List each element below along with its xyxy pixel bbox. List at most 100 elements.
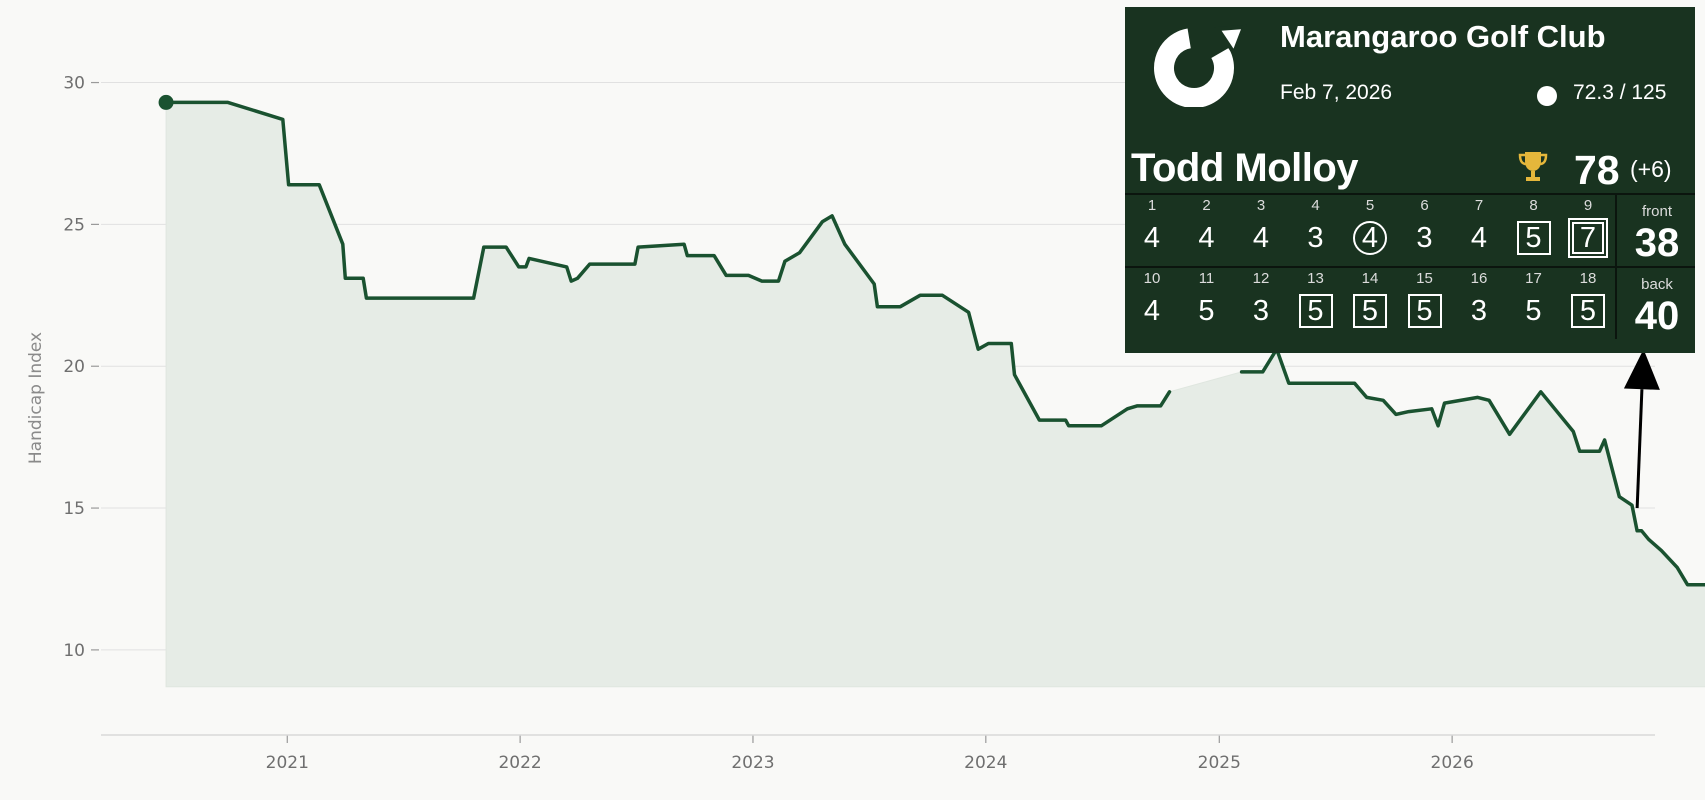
score-to-par: (+6) — [1630, 156, 1672, 182]
hole-number: 13 — [1307, 270, 1324, 287]
hole-score: 7 — [1572, 222, 1604, 254]
scorecard-tooltip: Marangaroo Golf Club Feb 7, 2026 72.3 / … — [1125, 7, 1695, 353]
hole-score-wrapper: 5 — [1507, 218, 1561, 258]
hole-score-wrapper: 4 — [1234, 218, 1288, 258]
hole-cell: 17 5 — [1507, 268, 1561, 339]
hole-score-wrapper: 5 — [1289, 291, 1343, 331]
hole-cell: 11 5 — [1180, 268, 1234, 339]
hole-score-wrapper: 5 — [1507, 291, 1561, 331]
round-date: Feb 7, 2026 — [1280, 81, 1393, 104]
hole-number: 9 — [1583, 197, 1593, 214]
golf-ball-icon — [1537, 86, 1557, 106]
back-total-cell: back 40 — [1615, 268, 1697, 339]
hole-score-wrapper: 3 — [1234, 291, 1288, 331]
hole-score-wrapper: 5 — [1180, 291, 1234, 331]
hole-cell: 12 3 — [1234, 268, 1288, 339]
hole-number: 4 — [1311, 197, 1320, 214]
handicap-line-2 — [1239, 347, 1705, 587]
hole-number: 18 — [1579, 270, 1597, 287]
hole-score: 5 — [1571, 294, 1605, 328]
hole-score: 5 — [1353, 294, 1387, 328]
hole-score-wrapper: 4 — [1125, 218, 1179, 258]
club-logo-icon — [1154, 24, 1248, 107]
hole-number: 12 — [1252, 270, 1270, 287]
x-tick-label-2026: 2026 — [1431, 753, 1474, 773]
front-label: front — [1641, 203, 1672, 220]
hole-number: 17 — [1525, 270, 1542, 287]
x-tick-label-2024: 2024 — [964, 753, 1007, 773]
hole-number: 7 — [1474, 197, 1484, 214]
hole-number: 16 — [1470, 270, 1488, 287]
start-point-marker — [158, 94, 174, 110]
hole-number: 10 — [1143, 270, 1161, 287]
hole-score: 4 — [1470, 221, 1488, 254]
hole-number: 11 — [1198, 270, 1215, 287]
handicap-lines — [164, 100, 1705, 587]
x-tick-label-2023: 2023 — [731, 753, 774, 773]
x-tick-label-2025: 2025 — [1198, 753, 1241, 773]
hole-score-wrapper: 3 — [1452, 291, 1506, 331]
back-total: 40 — [1634, 294, 1680, 338]
hole-score: 5 — [1516, 221, 1551, 255]
y-tick-label-30: 30 — [63, 74, 85, 94]
handicap-line-1 — [164, 100, 1172, 428]
hole-number: 8 — [1529, 197, 1538, 214]
hole-score-wrapper: 5 — [1398, 291, 1452, 331]
hole-number: 6 — [1420, 197, 1429, 214]
hole-score-wrapper: 4 — [1180, 218, 1234, 258]
hole-number: 5 — [1365, 197, 1375, 214]
hole-score-wrapper: 3 — [1398, 218, 1452, 258]
hole-number: 3 — [1256, 197, 1266, 214]
hole-score: 4 — [1143, 221, 1161, 254]
player-name: Todd Molloy — [1131, 146, 1359, 190]
back-nine-row: back 40 10 4 11 5 12 3 13 5 14 5 15 5 16 3 17 5 18 5 — [1125, 266, 1695, 339]
x-tick-label-2021: 2021 — [266, 753, 309, 773]
y-tick-label-15: 15 — [63, 499, 85, 519]
hole-score-wrapper: 4 — [1452, 218, 1506, 258]
club-name: Marangaroo Golf Club — [1280, 19, 1606, 54]
hole-score: 5 — [1407, 294, 1442, 328]
hole-score: 4 — [1353, 221, 1387, 255]
y-tick-label-10: 10 — [63, 641, 85, 661]
hole-score: 4 — [1143, 294, 1161, 327]
hole-score: 5 — [1298, 294, 1333, 328]
hole-score-wrapper: 4 — [1125, 291, 1179, 331]
arrow-shaft — [1635, 389, 1644, 509]
hole-number: 1 — [1147, 197, 1157, 214]
hole-score-wrapper: 5 — [1343, 291, 1397, 331]
hole-cell: 16 3 — [1452, 268, 1506, 339]
hole-score-wrapper: 4 — [1343, 218, 1397, 258]
course-rating: 72.3 / 125 — [1573, 81, 1667, 104]
hole-score: 3 — [1252, 294, 1270, 327]
hole-cell: 10 4 — [1125, 268, 1179, 339]
total-score: 78 — [1574, 147, 1620, 193]
back-label: back — [1641, 276, 1673, 293]
x-tick-label-2022: 2022 — [498, 753, 541, 773]
endpoint-markers — [158, 94, 174, 110]
hole-score: 4 — [1198, 221, 1215, 254]
front-total-cell: front 38 — [1615, 195, 1697, 266]
hole-number: 2 — [1202, 197, 1211, 214]
hole-score-wrapper: 3 — [1289, 218, 1343, 258]
hole-score: 5 — [1198, 294, 1215, 327]
hole-cell: 14 5 — [1343, 268, 1397, 339]
hole-score-wrapper: 5 — [1561, 291, 1615, 331]
trophy-icon — [1518, 152, 1548, 181]
arrow-head — [1623, 349, 1660, 390]
hole-score: 3 — [1416, 221, 1433, 254]
y-tick-label-20: 20 — [63, 357, 85, 377]
hole-score: 5 — [1525, 294, 1542, 327]
hole-number: 15 — [1416, 270, 1433, 287]
